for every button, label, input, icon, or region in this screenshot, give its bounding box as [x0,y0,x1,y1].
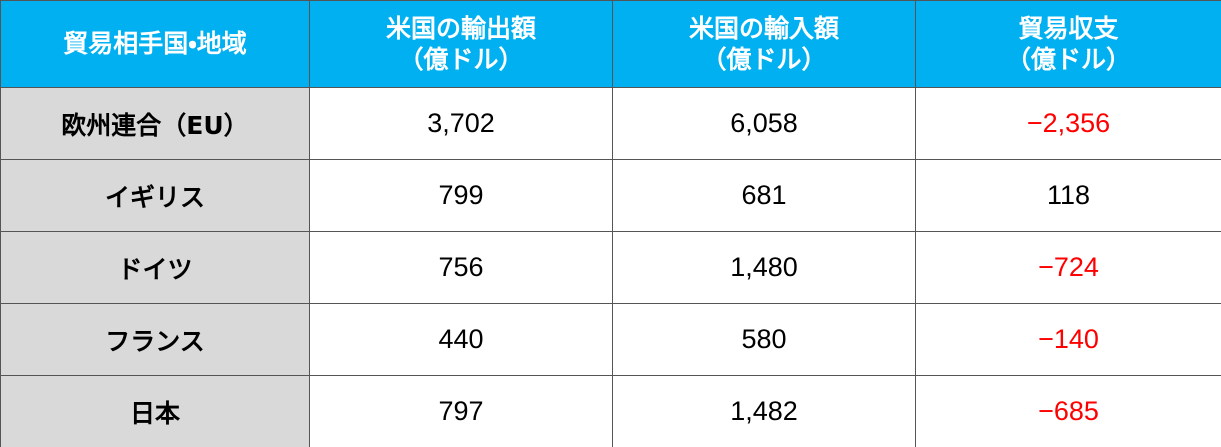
value-cell: 6,058 [612,87,916,160]
value-cell: 756 [309,231,613,304]
value-cell: −140 [915,303,1221,376]
value-cell: −2,356 [915,87,1221,160]
partner-cell: 欧州連合（EU） [0,87,310,160]
table-row: ドイツ 756 1,480 −724 [0,231,1221,304]
value-cell: 799 [309,159,613,232]
table-row: 日本 797 1,482 −685 [0,375,1221,447]
value-cell: 681 [612,159,916,232]
partner-cell: フランス [0,303,310,376]
partner-cell: イギリス [0,159,310,232]
header-cell: 貿易相手国・地域 [0,0,310,88]
value-cell: −685 [915,375,1221,447]
value-cell: 580 [612,303,916,376]
table-body: 欧州連合（EU） 3,702 6,058 −2,356 イギリス 799 681 118 ドイツ… [0,87,1221,447]
value-cell: 118 [915,159,1221,232]
table-header: 貿易相手国・地域 米国の輸出額 （億ドル） 米国の輸入額 （億ドル） 貿易収支 （億ド… [0,0,1221,88]
partner-cell: 日本 [0,375,310,447]
value-cell: 3,702 [309,87,613,160]
value-cell: −724 [915,231,1221,304]
table-row: 欧州連合（EU） 3,702 6,058 −2,356 [0,87,1221,160]
value-cell: 1,482 [612,375,916,447]
table-row: イギリス 799 681 118 [0,159,1221,232]
header-cell: 米国の輸入額 （億ドル） [612,0,916,88]
table-row: フランス 440 580 −140 [0,303,1221,376]
header-row: 貿易相手国・地域 米国の輸出額 （億ドル） 米国の輸入額 （億ドル） 貿易収支 （億ド… [0,0,1221,88]
header-cell: 米国の輸出額 （億ドル） [309,0,613,88]
header-cell: 貿易収支 （億ドル） [915,0,1221,88]
value-cell: 440 [309,303,613,376]
value-cell: 797 [309,375,613,447]
partner-cell: ドイツ [0,231,310,304]
value-cell: 1,480 [612,231,916,304]
